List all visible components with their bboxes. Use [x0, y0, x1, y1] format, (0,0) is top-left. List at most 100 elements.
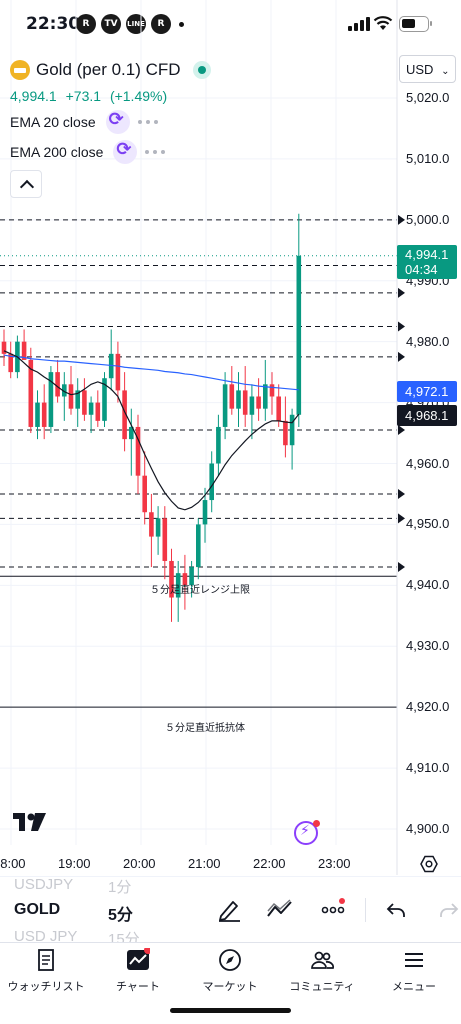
symbol-header[interactable]: Gold (per 0.1) CFD [10, 58, 211, 82]
candle-body [115, 353, 121, 391]
time-tick-label: 19:00 [58, 856, 91, 871]
nav-market[interactable]: マーケット [184, 942, 276, 998]
candle-body [155, 518, 161, 537]
candle-body [82, 390, 87, 415]
status-time: 22:30 [26, 14, 81, 34]
candle-body [135, 426, 141, 476]
price-tick-label: 4,930.0 [406, 638, 450, 654]
drawing-pen-icon[interactable] [216, 898, 242, 922]
candle-body [189, 567, 194, 586]
level-marker-icon [398, 287, 405, 298]
candle-body [62, 384, 67, 397]
candle-body [263, 384, 268, 409]
symbol-option-below[interactable]: USD JPY [14, 928, 78, 945]
candle-body [21, 341, 27, 360]
symbol-title[interactable]: Gold (per 0.1) CFD [36, 60, 181, 79]
interval-picker-selected[interactable]: 5分 [108, 907, 133, 924]
nav-label: メニュー [392, 980, 436, 993]
candle-body [216, 426, 221, 464]
candle-body [182, 573, 188, 586]
symbol-picker-selected[interactable]: GOLD [14, 901, 61, 918]
community-icon [311, 951, 334, 969]
level-marker-icon [398, 214, 405, 225]
ema200-line [3, 354, 299, 391]
chart-canvas[interactable] [0, 0, 461, 880]
refresh-icon[interactable] [113, 139, 138, 164]
nav-menu[interactable]: メニュー [368, 942, 460, 998]
nav-label: コミュニティ [289, 980, 355, 993]
collapse-legend-button[interactable] [10, 170, 42, 198]
nav-label: ウォッチリスト [7, 980, 85, 993]
currency-select[interactable]: USD ⌄ [399, 55, 456, 83]
candle-body [242, 390, 248, 415]
flash-alert-icon[interactable] [294, 820, 320, 845]
candle-body [283, 420, 288, 446]
price-change: +73.1 [65, 88, 102, 104]
more-dots-icon[interactable] [137, 120, 158, 124]
candle-body [296, 255, 302, 415]
price-change-row: 4,994.1 +73.1 (+1.49%) [10, 88, 172, 104]
undo-icon[interactable] [385, 898, 407, 922]
price-tick-label: 5,020.0 [406, 90, 450, 105]
candle-body [229, 384, 235, 409]
indicator-label[interactable]: EMA 20 close [10, 114, 96, 130]
last-price-tag: 4,994.1 04:34 [397, 244, 457, 279]
cellular-signal-icon [348, 17, 370, 31]
ema20-price-tag: 4,968.1 [397, 405, 457, 426]
level-markers [398, 214, 405, 573]
candle-body [289, 414, 295, 446]
more-notifications-dot [179, 22, 184, 27]
nav-watchlist[interactable]: ウォッチリスト [0, 942, 92, 998]
ema200-price-tag: 4,972.1 [397, 381, 457, 402]
interval-option-above[interactable]: 1分 [108, 879, 132, 896]
candle-body [41, 402, 47, 427]
tradingview-logo-icon [13, 813, 46, 831]
indicator-ema20[interactable]: EMA 20 close [10, 109, 158, 134]
level-marker-icon [398, 562, 405, 573]
price-tick-label: 4,940.0 [406, 577, 450, 593]
time-tick-label: 18:00 [0, 856, 26, 871]
candle-body [149, 512, 154, 537]
home-indicator [170, 1008, 291, 1013]
ema-lines [3, 350, 300, 511]
level-marker-icon [398, 351, 405, 362]
candle-body [209, 463, 214, 501]
candle-body [175, 573, 181, 598]
wifi-icon [373, 16, 393, 30]
notification-badge-icon-2: R [151, 14, 171, 34]
price-change-pct: (+1.49%) [109, 88, 168, 104]
chart-toolbar [0, 876, 461, 942]
candle-body [276, 396, 281, 421]
nav-label: マーケット [202, 980, 258, 993]
gold-bar-icon [10, 60, 30, 80]
candle-body [129, 426, 134, 440]
level-marker-icon [398, 513, 405, 524]
market-open-icon[interactable] [192, 61, 211, 79]
nav-community[interactable]: コミュニティ [276, 942, 368, 998]
symbol-option-above[interactable]: USDJPY [14, 876, 74, 893]
nav-chart[interactable]: チャート [92, 942, 184, 998]
range-high-annotation[interactable]: ５分足直近レンジ上限 [150, 585, 250, 596]
candle-body [202, 500, 208, 525]
status-bar: 22:30 R TV LINE R [0, 0, 461, 50]
price-tick-label: 4,960.0 [406, 455, 450, 471]
price-tick-label: 5,010.0 [406, 150, 450, 166]
indicators-icon[interactable] [266, 898, 294, 922]
resistance-annotation[interactable]: ５分足直近抵抗体 [165, 723, 245, 734]
notification-badge-icon: R [76, 14, 96, 34]
menu-icon [405, 953, 423, 967]
chart-icon [127, 948, 150, 970]
indicator-label[interactable]: EMA 200 close [10, 144, 104, 160]
toolbar-divider [365, 898, 366, 922]
price-tick-label: 4,920.0 [406, 699, 450, 715]
indicator-ema200[interactable]: EMA 200 close [10, 139, 166, 164]
chart-settings-icon[interactable] [419, 854, 439, 874]
more-dots-icon[interactable] [145, 150, 166, 154]
refresh-icon[interactable] [105, 109, 130, 134]
chart-grid [0, 0, 397, 845]
more-options-icon[interactable] [321, 898, 347, 922]
price-tick-label: 4,950.0 [406, 516, 450, 532]
price-tick-label: 4,910.0 [406, 760, 450, 776]
candle-body [28, 359, 34, 427]
redo-icon[interactable] [438, 898, 460, 922]
